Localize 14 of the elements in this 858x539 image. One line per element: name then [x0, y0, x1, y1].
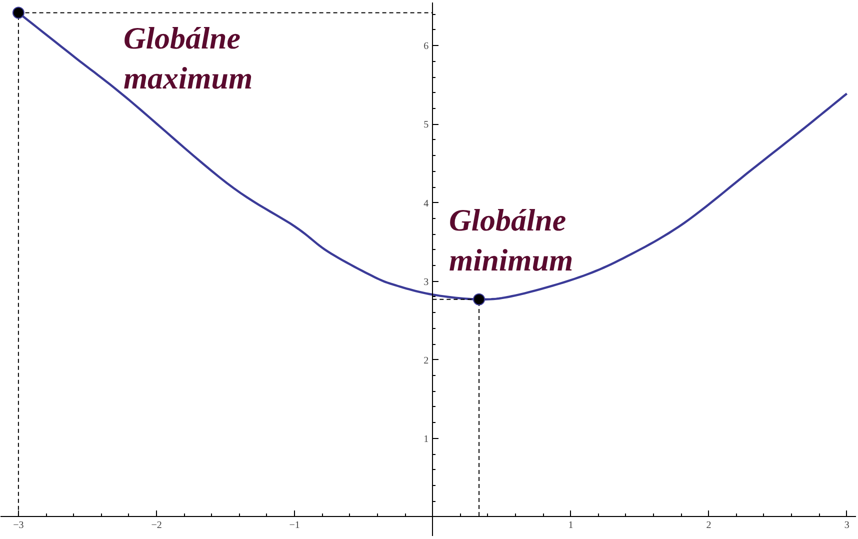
y-tick-label: 2	[424, 355, 429, 366]
y-tick-label: 4	[424, 198, 429, 210]
x-tick-label: −3	[13, 520, 24, 531]
y-tick-label: 1	[424, 434, 429, 445]
annotation: Globálne maximum	[123, 20, 253, 96]
annotation: Globálne minimum	[449, 202, 574, 278]
x-tick-label: −2	[151, 520, 162, 531]
x-tick-label: 1	[568, 520, 574, 531]
y-tick-label: 5	[424, 120, 429, 131]
y-tick-label: 3	[424, 276, 429, 288]
x-tick-label: 3	[844, 520, 850, 531]
x-tick-label: 2	[706, 520, 712, 531]
x-tick-label: −1	[289, 520, 300, 531]
y-tick-label: 6	[424, 41, 429, 52]
